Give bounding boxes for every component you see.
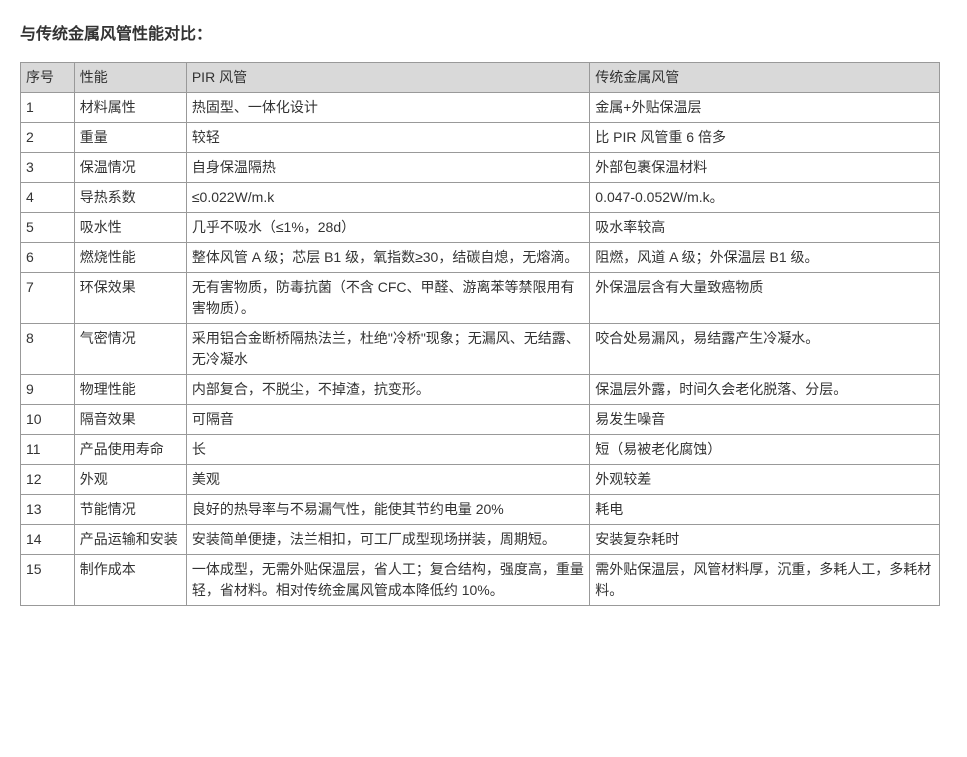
cell-seq: 12 [21,465,75,495]
cell-pir: 无有害物质，防毒抗菌（不含 CFC、甲醛、游离苯等禁限用有害物质）。 [186,273,589,324]
table-row: 5 吸水性 几乎不吸水（≤1%，28d） 吸水率较高 [21,213,940,243]
cell-seq: 13 [21,495,75,525]
table-row: 3 保温情况 自身保温隔热 外部包裹保温材料 [21,153,940,183]
cell-perf: 环保效果 [74,273,186,324]
cell-trad: 0.047-0.052W/m.k。 [590,183,940,213]
cell-pir: 良好的热导率与不易漏气性，能使其节约电量 20% [186,495,589,525]
cell-trad: 耗电 [590,495,940,525]
cell-seq: 9 [21,375,75,405]
cell-trad: 金属+外贴保温层 [590,93,940,123]
cell-perf: 产品使用寿命 [74,435,186,465]
cell-trad: 安装复杂耗时 [590,525,940,555]
table-row: 2 重量 较轻 比 PIR 风管重 6 倍多 [21,123,940,153]
cell-perf: 节能情况 [74,495,186,525]
cell-pir: 美观 [186,465,589,495]
cell-pir: 较轻 [186,123,589,153]
cell-seq: 14 [21,525,75,555]
table-row: 11 产品使用寿命 长 短（易被老化腐蚀） [21,435,940,465]
cell-seq: 15 [21,555,75,606]
cell-perf: 产品运输和安装 [74,525,186,555]
page-title: 与传统金属风管性能对比： [20,20,947,44]
cell-trad: 保温层外露，时间久会老化脱落、分层。 [590,375,940,405]
cell-pir: 可隔音 [186,405,589,435]
cell-perf: 外观 [74,465,186,495]
cell-trad: 需外贴保温层，风管材料厚，沉重，多耗人工，多耗材料。 [590,555,940,606]
cell-trad: 外观较差 [590,465,940,495]
cell-seq: 1 [21,93,75,123]
cell-perf: 重量 [74,123,186,153]
cell-trad: 易发生噪音 [590,405,940,435]
table-row: 9 物理性能 内部复合，不脱尘，不掉渣，抗变形。 保温层外露，时间久会老化脱落、… [21,375,940,405]
cell-seq: 2 [21,123,75,153]
cell-perf: 导热系数 [74,183,186,213]
col-header-seq: 序号 [21,63,75,93]
cell-pir: 几乎不吸水（≤1%，28d） [186,213,589,243]
table-row: 8 气密情况 采用铝合金断桥隔热法兰，杜绝"冷桥"现象；无漏风、无结露、无冷凝水… [21,324,940,375]
table-row: 7 环保效果 无有害物质，防毒抗菌（不含 CFC、甲醛、游离苯等禁限用有害物质）… [21,273,940,324]
cell-pir: 热固型、一体化设计 [186,93,589,123]
cell-perf: 物理性能 [74,375,186,405]
cell-pir: 自身保温隔热 [186,153,589,183]
table-body: 1 材料属性 热固型、一体化设计 金属+外贴保温层 2 重量 较轻 比 PIR … [21,93,940,606]
cell-perf: 保温情况 [74,153,186,183]
table-header-row: 序号 性能 PIR 风管 传统金属风管 [21,63,940,93]
cell-seq: 8 [21,324,75,375]
table-row: 6 燃烧性能 整体风管 A 级；芯层 B1 级，氧指数≥30，结碳自熄，无熔滴。… [21,243,940,273]
cell-trad: 咬合处易漏风，易结露产生冷凝水。 [590,324,940,375]
cell-pir: 一体成型，无需外贴保温层，省人工；复合结构，强度高，重量轻，省材料。相对传统金属… [186,555,589,606]
cell-perf: 吸水性 [74,213,186,243]
cell-perf: 材料属性 [74,93,186,123]
table-row: 14 产品运输和安装 安装简单便捷，法兰相扣，可工厂成型现场拼装，周期短。 安装… [21,525,940,555]
cell-seq: 7 [21,273,75,324]
cell-perf: 燃烧性能 [74,243,186,273]
col-header-perf: 性能 [74,63,186,93]
cell-pir: 长 [186,435,589,465]
cell-trad: 比 PIR 风管重 6 倍多 [590,123,940,153]
cell-trad: 外保温层含有大量致癌物质 [590,273,940,324]
table-row: 10 隔音效果 可隔音 易发生噪音 [21,405,940,435]
cell-perf: 气密情况 [74,324,186,375]
col-header-pir: PIR 风管 [186,63,589,93]
cell-pir: 整体风管 A 级；芯层 B1 级，氧指数≥30，结碳自熄，无熔滴。 [186,243,589,273]
cell-perf: 隔音效果 [74,405,186,435]
cell-pir: ≤0.022W/m.k [186,183,589,213]
table-row: 13 节能情况 良好的热导率与不易漏气性，能使其节约电量 20% 耗电 [21,495,940,525]
cell-pir: 内部复合，不脱尘，不掉渣，抗变形。 [186,375,589,405]
cell-seq: 3 [21,153,75,183]
table-row: 12 外观 美观 外观较差 [21,465,940,495]
cell-trad: 短（易被老化腐蚀） [590,435,940,465]
comparison-table: 序号 性能 PIR 风管 传统金属风管 1 材料属性 热固型、一体化设计 金属+… [20,62,940,606]
cell-trad: 吸水率较高 [590,213,940,243]
cell-pir: 采用铝合金断桥隔热法兰，杜绝"冷桥"现象；无漏风、无结露、无冷凝水 [186,324,589,375]
cell-trad: 阻燃，风道 A 级；外保温层 B1 级。 [590,243,940,273]
cell-seq: 4 [21,183,75,213]
table-row: 15 制作成本 一体成型，无需外贴保温层，省人工；复合结构，强度高，重量轻，省材… [21,555,940,606]
table-row: 4 导热系数 ≤0.022W/m.k 0.047-0.052W/m.k。 [21,183,940,213]
cell-pir: 安装简单便捷，法兰相扣，可工厂成型现场拼装，周期短。 [186,525,589,555]
cell-seq: 5 [21,213,75,243]
col-header-trad: 传统金属风管 [590,63,940,93]
cell-seq: 11 [21,435,75,465]
table-row: 1 材料属性 热固型、一体化设计 金属+外贴保温层 [21,93,940,123]
cell-perf: 制作成本 [74,555,186,606]
cell-seq: 10 [21,405,75,435]
cell-seq: 6 [21,243,75,273]
cell-trad: 外部包裹保温材料 [590,153,940,183]
